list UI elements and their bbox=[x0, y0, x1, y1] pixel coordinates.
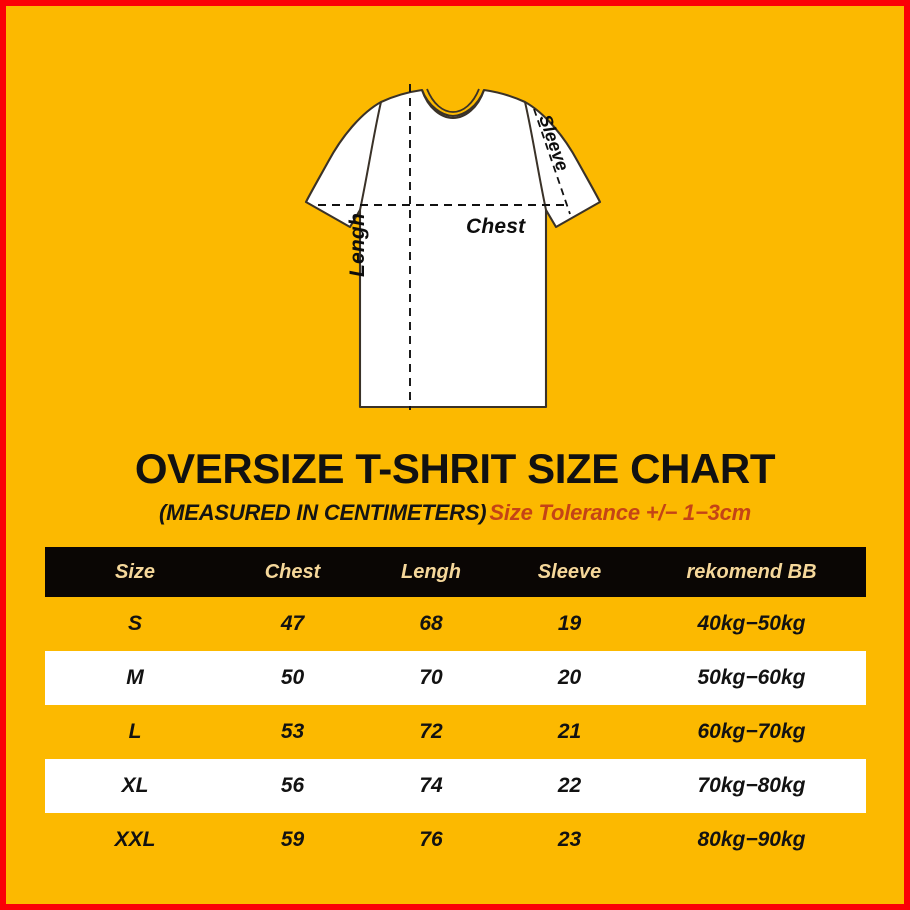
cell-size: XL bbox=[121, 774, 149, 797]
cell-lengh: 74 bbox=[419, 774, 443, 797]
cell-sleeve: 20 bbox=[557, 666, 582, 689]
tshirt-diagram: Chest Lengh Sleeve bbox=[288, 62, 628, 434]
size-tolerance-note: Size Tolerance +/− 1−3cm bbox=[489, 500, 752, 525]
cell-lengh: 72 bbox=[419, 720, 443, 743]
column-header-chest: Chest bbox=[264, 560, 321, 583]
cell-sleeve: 19 bbox=[557, 612, 582, 635]
cell-lengh: 68 bbox=[419, 612, 443, 635]
table-header: Size Chest Lengh Sleeve rekomend BB bbox=[45, 547, 866, 597]
table-body: S 47 68 19 40kg−50kg M 50 70 20 50kg−60k… bbox=[45, 597, 866, 867]
table-row: XL 56 74 22 70kg−80kg bbox=[45, 759, 866, 813]
measurement-unit-note: (MEASURED IN CENTIMETERS) bbox=[158, 500, 487, 525]
column-header-size: Size bbox=[114, 560, 156, 583]
cell-sleeve: 22 bbox=[557, 774, 582, 797]
column-header-sleeve: Sleeve bbox=[537, 560, 602, 583]
size-chart-table: Size Chest Lengh Sleeve rekomend BB S 47… bbox=[45, 547, 866, 867]
cell-size: XXL bbox=[114, 828, 156, 851]
cell-lengh: 76 bbox=[419, 828, 443, 851]
cell-sleeve: 23 bbox=[557, 828, 582, 851]
table-header-row: Size Chest Lengh Sleeve rekomend BB bbox=[45, 547, 866, 597]
table-row: L 53 72 21 60kg−70kg bbox=[45, 705, 866, 759]
cell-size: L bbox=[128, 720, 142, 743]
cell-chest: 56 bbox=[280, 774, 305, 797]
cell-lengh: 70 bbox=[419, 666, 443, 689]
table-row: S 47 68 19 40kg−50kg bbox=[45, 597, 866, 651]
subtitle-row: (MEASURED IN CENTIMETERS) Size Tolerance … bbox=[0, 500, 910, 526]
column-header-recommended-weight: rekomend BB bbox=[686, 560, 817, 583]
cell-recommended-weight: 80kg−90kg bbox=[697, 828, 806, 851]
cell-chest: 50 bbox=[280, 666, 305, 689]
cell-chest: 59 bbox=[280, 828, 305, 851]
cell-sleeve: 21 bbox=[557, 720, 582, 743]
cell-recommended-weight: 60kg−70kg bbox=[697, 720, 806, 743]
table-row: M 50 70 20 50kg−60kg bbox=[45, 651, 866, 705]
cell-size: M bbox=[126, 666, 144, 689]
table-row: XXL 59 76 23 80kg−90kg bbox=[45, 813, 866, 867]
cell-recommended-weight: 50kg−60kg bbox=[697, 666, 806, 689]
column-header-lengh: Lengh bbox=[401, 560, 461, 583]
tshirt-illustration-icon bbox=[304, 84, 602, 410]
cell-chest: 53 bbox=[280, 720, 305, 743]
cell-recommended-weight: 40kg−50kg bbox=[697, 612, 806, 635]
page-title: OVERSIZE T-SHRIT SIZE CHART bbox=[134, 445, 776, 492]
cell-size: S bbox=[127, 612, 142, 635]
cell-chest: 47 bbox=[280, 612, 305, 635]
length-label: Lengh bbox=[346, 213, 369, 277]
chest-label: Chest bbox=[466, 215, 526, 238]
cell-recommended-weight: 70kg−80kg bbox=[697, 774, 806, 797]
